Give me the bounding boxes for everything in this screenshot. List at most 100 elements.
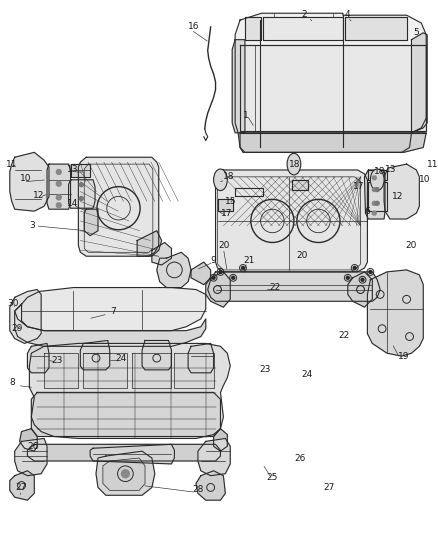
Text: 10: 10 — [419, 175, 431, 184]
Text: 18: 18 — [374, 167, 386, 176]
Text: 18: 18 — [289, 159, 300, 168]
Text: 11: 11 — [6, 159, 18, 168]
Circle shape — [121, 470, 129, 478]
Text: 29: 29 — [12, 324, 23, 333]
Circle shape — [57, 169, 61, 174]
Polygon shape — [96, 451, 155, 495]
Text: 8: 8 — [10, 378, 15, 387]
Polygon shape — [157, 252, 191, 288]
Text: 17: 17 — [353, 182, 364, 191]
Polygon shape — [232, 39, 245, 133]
Text: 18: 18 — [223, 172, 235, 181]
Circle shape — [375, 201, 379, 205]
Text: 20: 20 — [219, 241, 230, 250]
Polygon shape — [78, 157, 159, 256]
Polygon shape — [215, 170, 367, 272]
Circle shape — [241, 266, 244, 270]
Polygon shape — [44, 353, 78, 387]
Ellipse shape — [214, 169, 227, 191]
Polygon shape — [367, 270, 423, 356]
Text: 27: 27 — [323, 483, 335, 492]
Circle shape — [346, 276, 349, 279]
Text: 22: 22 — [338, 331, 349, 340]
Polygon shape — [47, 164, 71, 209]
Polygon shape — [240, 133, 426, 152]
Text: 23: 23 — [260, 365, 271, 374]
Text: 19: 19 — [398, 352, 409, 361]
Text: 1: 1 — [243, 111, 249, 119]
Ellipse shape — [371, 169, 384, 191]
Polygon shape — [191, 262, 211, 285]
Polygon shape — [218, 199, 233, 211]
Polygon shape — [240, 45, 426, 131]
Circle shape — [372, 188, 376, 191]
Text: 28: 28 — [192, 485, 203, 494]
Polygon shape — [411, 33, 427, 133]
Polygon shape — [188, 343, 214, 373]
Text: 6: 6 — [364, 207, 370, 216]
Polygon shape — [20, 429, 37, 451]
Text: 12: 12 — [392, 192, 403, 201]
Text: 30: 30 — [7, 298, 18, 308]
Polygon shape — [174, 353, 214, 387]
Polygon shape — [10, 289, 41, 343]
Text: 22: 22 — [269, 283, 281, 292]
Text: 4: 4 — [345, 10, 350, 19]
Circle shape — [372, 176, 376, 180]
Text: 13: 13 — [67, 165, 78, 174]
Text: 12: 12 — [33, 191, 45, 200]
Polygon shape — [292, 180, 307, 190]
Text: 23: 23 — [51, 356, 62, 365]
Polygon shape — [32, 392, 220, 437]
Circle shape — [219, 270, 222, 273]
Polygon shape — [83, 353, 127, 387]
Circle shape — [372, 201, 376, 205]
Polygon shape — [29, 343, 230, 439]
Polygon shape — [198, 439, 230, 475]
Polygon shape — [152, 243, 171, 265]
Polygon shape — [15, 304, 206, 346]
Ellipse shape — [287, 154, 301, 175]
Polygon shape — [384, 164, 419, 219]
Polygon shape — [196, 471, 225, 500]
Polygon shape — [10, 152, 49, 211]
Circle shape — [372, 211, 376, 215]
Polygon shape — [90, 445, 174, 464]
Polygon shape — [28, 343, 49, 373]
Circle shape — [57, 181, 61, 186]
Text: 25: 25 — [266, 473, 278, 482]
Polygon shape — [137, 231, 162, 256]
Text: 7: 7 — [110, 306, 116, 316]
Text: 24: 24 — [116, 353, 127, 362]
Polygon shape — [214, 429, 227, 451]
Polygon shape — [208, 272, 380, 301]
Circle shape — [353, 266, 356, 270]
Polygon shape — [69, 180, 95, 208]
Polygon shape — [80, 341, 110, 370]
Circle shape — [212, 276, 215, 279]
Circle shape — [232, 276, 235, 279]
Polygon shape — [15, 288, 206, 330]
Text: 16: 16 — [188, 22, 200, 31]
Text: 20: 20 — [296, 251, 307, 260]
Polygon shape — [84, 209, 98, 236]
Polygon shape — [142, 341, 171, 370]
Text: 17: 17 — [222, 208, 233, 217]
Text: 24: 24 — [302, 370, 313, 379]
Polygon shape — [262, 17, 343, 39]
Circle shape — [57, 195, 61, 200]
Polygon shape — [15, 439, 47, 475]
Polygon shape — [71, 164, 90, 177]
Text: 27: 27 — [16, 483, 27, 492]
Circle shape — [79, 197, 83, 200]
Polygon shape — [245, 17, 261, 39]
Polygon shape — [368, 182, 387, 211]
Polygon shape — [364, 170, 385, 219]
Text: 5: 5 — [413, 28, 419, 37]
Circle shape — [361, 278, 364, 281]
Text: 26: 26 — [28, 442, 39, 451]
Text: 2: 2 — [302, 10, 307, 19]
Polygon shape — [28, 445, 220, 461]
Polygon shape — [235, 188, 262, 197]
Text: 20: 20 — [406, 241, 417, 250]
